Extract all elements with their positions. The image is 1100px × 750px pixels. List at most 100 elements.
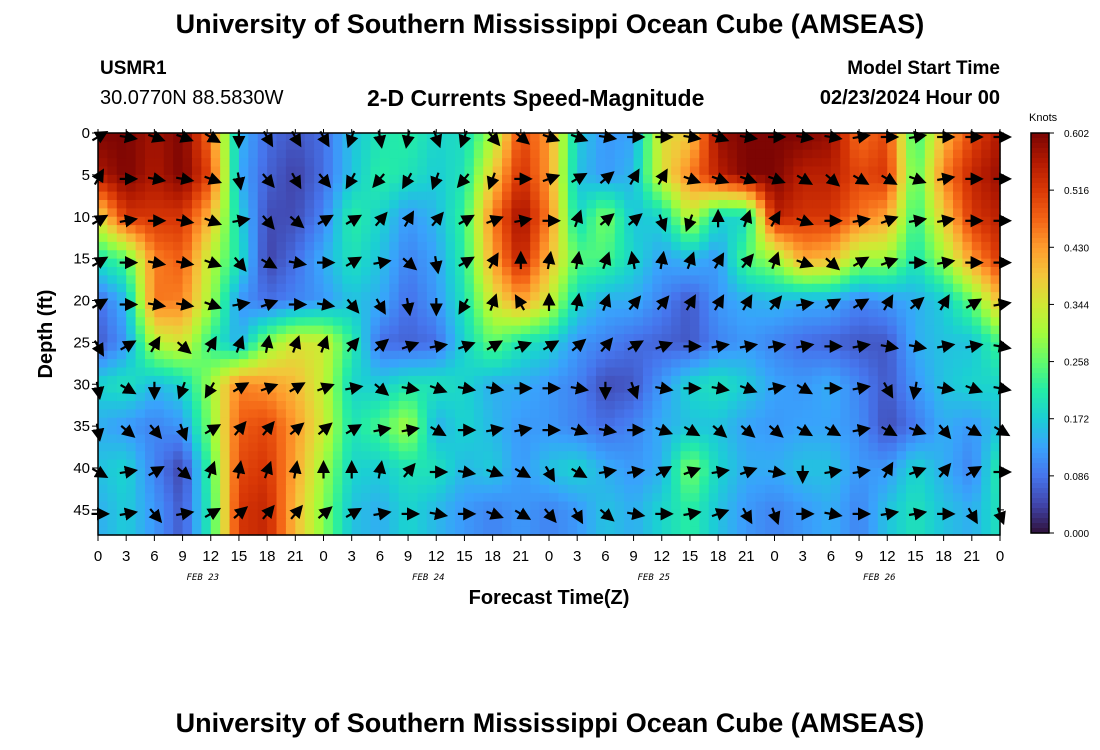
heatmap-cell (614, 392, 625, 402)
heatmap-cell (896, 133, 907, 142)
heatmap-cell (577, 334, 588, 343)
heatmap-cell (98, 149, 108, 159)
heatmap-cell (868, 241, 879, 251)
heatmap-cell (520, 350, 531, 360)
heatmap-cell (116, 484, 127, 494)
heatmap-cell (314, 158, 325, 168)
heatmap-cell (727, 493, 738, 503)
heatmap-cell (332, 258, 343, 268)
heatmap-cell (802, 183, 813, 193)
heatmap-cell (502, 493, 513, 503)
heatmap-cell (877, 292, 888, 302)
heatmap-cell (229, 476, 240, 486)
heatmap-cell (642, 342, 653, 352)
heatmap-cell (849, 158, 860, 168)
heatmap-cell (934, 149, 945, 159)
heatmap-cell (689, 459, 700, 469)
heatmap-cell (182, 166, 193, 176)
heatmap-cell (361, 141, 372, 151)
heatmap-cell (990, 493, 1001, 503)
heatmap-cell (586, 476, 597, 486)
heatmap-cell (906, 375, 917, 385)
heatmap-cell (304, 183, 315, 193)
heatmap-cell (595, 267, 606, 276)
heatmap-cell (595, 317, 606, 327)
heatmap-cell (238, 442, 249, 452)
heatmap-cell (708, 392, 719, 402)
heatmap-cell (943, 233, 954, 243)
heatmap-cell (445, 250, 456, 260)
heatmap-cell (163, 484, 174, 494)
heatmap-cell (464, 191, 475, 201)
heatmap-cell (718, 334, 729, 343)
heatmap-cell (821, 417, 832, 427)
heatmap-cell (953, 375, 964, 385)
heatmap-cell (830, 183, 841, 193)
heatmap-cell (229, 317, 240, 327)
heatmap-cell (774, 375, 785, 385)
heatmap-cell (812, 225, 823, 235)
heatmap-cell (464, 275, 475, 285)
direction-arrow (232, 298, 251, 312)
heatmap-cell (943, 250, 954, 260)
heatmap-cell (558, 401, 569, 410)
heatmap-cell (755, 468, 766, 477)
heatmap-cell (962, 384, 973, 394)
heatmap-cell (267, 149, 278, 159)
direction-arrow (176, 507, 195, 521)
heatmap-cell (314, 183, 325, 193)
heatmap-cell (924, 384, 935, 394)
heatmap-cell (173, 317, 184, 327)
heatmap-cell (389, 183, 400, 193)
heatmap-cell (802, 367, 813, 377)
heatmap-cell (436, 149, 447, 159)
heatmap-cell (689, 375, 700, 385)
heatmap-cell (755, 476, 766, 486)
heatmap-cell (783, 459, 794, 469)
heatmap-cell (877, 267, 888, 276)
heatmap-cell (736, 267, 747, 276)
heatmap-cell (915, 191, 926, 201)
heatmap-cell (144, 275, 155, 285)
heatmap-cell (351, 468, 362, 477)
heatmap-cell (370, 334, 381, 343)
heatmap-cell (408, 200, 419, 209)
heatmap-cell (116, 417, 127, 427)
direction-arrow (317, 214, 334, 228)
heatmap-cell (642, 434, 653, 444)
heatmap-cell (783, 493, 794, 503)
heatmap-cell (859, 267, 870, 276)
direction-arrow (711, 508, 730, 521)
heatmap-cell (953, 501, 964, 511)
heatmap-cell (304, 174, 315, 184)
heatmap-cell (755, 283, 766, 293)
heatmap-cell (614, 258, 625, 268)
heatmap-cell (201, 459, 212, 469)
heatmap-cell (295, 442, 306, 452)
heatmap-cell (464, 141, 475, 151)
heatmap-cell (314, 267, 325, 276)
heatmap-cell (511, 468, 522, 477)
heatmap-cell (304, 292, 315, 302)
heatmap-cell (323, 250, 334, 260)
heatmap-cell (877, 367, 888, 377)
heatmap-cell (511, 208, 522, 218)
heatmap-cell (962, 250, 973, 260)
heatmap-cell (896, 300, 907, 310)
heatmap-cell (126, 325, 137, 335)
heatmap-cell (718, 325, 729, 335)
heatmap-cell (154, 166, 165, 176)
heatmap-cell (539, 191, 550, 201)
heatmap-cell (943, 375, 954, 385)
heatmap-cell (361, 501, 372, 511)
heatmap-cell (135, 225, 146, 235)
heatmap-cell (314, 208, 325, 218)
heatmap-cell (595, 518, 606, 528)
heatmap-cell (351, 451, 362, 461)
heatmap-cell (276, 183, 287, 193)
heatmap-cell (849, 166, 860, 176)
heatmap-cell (361, 308, 372, 318)
heatmap-cell (107, 166, 118, 176)
heatmap-cell (736, 200, 747, 209)
heatmap-cell (398, 526, 409, 536)
